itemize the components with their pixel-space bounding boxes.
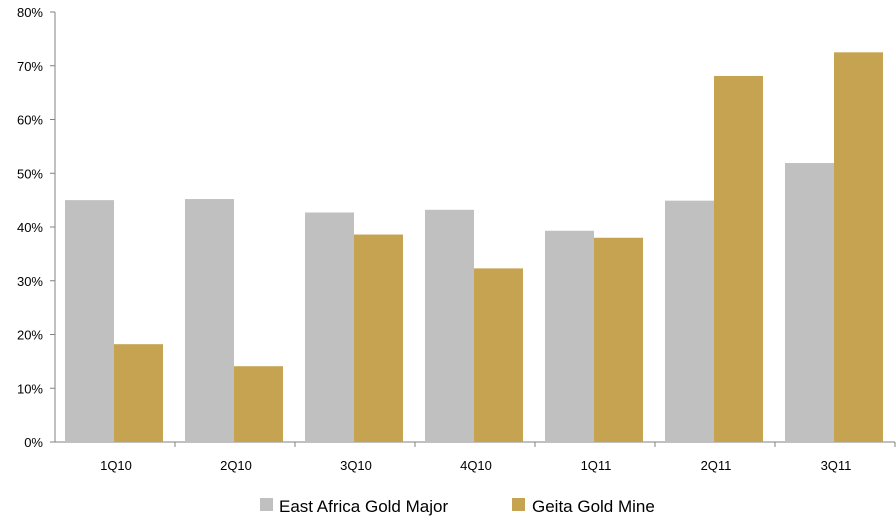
axes: 0% 10% 20% 30% 40% 50% 60% 70% 80% 1Q10 2Q10 3Q10 4Q… [17,5,896,473]
x-tick-label: 1Q10 [100,458,132,473]
legend-swatch-east-africa-gold-major [260,498,273,511]
bar-east-africa-gold-major-1q10 [65,200,114,442]
bar-geita-gold-mine-3q11 [834,52,883,442]
bar-geita-gold-mine-1q11 [594,237,643,442]
bar-east-africa-gold-major-3q11 [785,163,834,442]
bar-geita-gold-mine-2q11 [714,75,763,443]
y-tick-label: 0% [24,435,43,450]
x-tick-label: 3Q11 [821,458,852,473]
bar-east-africa-gold-major-1q11 [545,230,594,442]
bar-east-africa-gold-major-2q10 [185,199,234,442]
bar-geita-gold-mine-1q10 [114,344,163,442]
y-tick-label: 10% [17,381,43,396]
legend-swatch-geita-gold-mine [512,498,525,511]
legend-label-geita-gold-mine: Geita Gold Mine [532,497,655,516]
x-tick-label: 2Q11 [701,458,732,473]
bar-geita-gold-mine-3q10 [354,234,403,442]
bar-east-africa-gold-major-4q10 [425,209,474,442]
y-tick-label: 80% [17,5,43,20]
bars [65,52,883,443]
x-tick-label: 3Q10 [340,458,372,473]
x-tick-label: 4Q10 [460,458,492,473]
bar-geita-gold-mine-2q10 [234,366,283,442]
y-tick-label: 60% [17,113,43,128]
x-tick-label: 1Q11 [581,458,612,473]
bar-east-africa-gold-major-3q10 [305,212,354,442]
x-tick-label: 2Q10 [220,458,252,473]
legend: East Africa Gold Major Geita Gold Mine [260,497,655,516]
y-tick-label: 70% [17,59,43,74]
y-tick-label: 20% [17,328,43,343]
y-tick-label: 30% [17,274,43,289]
y-tick-label: 40% [17,220,43,235]
bar-geita-gold-mine-4q10 [474,268,523,442]
legend-label-east-africa-gold-major: East Africa Gold Major [279,497,448,516]
y-tick-label: 50% [17,166,43,181]
bar-east-africa-gold-major-2q11 [665,200,714,442]
